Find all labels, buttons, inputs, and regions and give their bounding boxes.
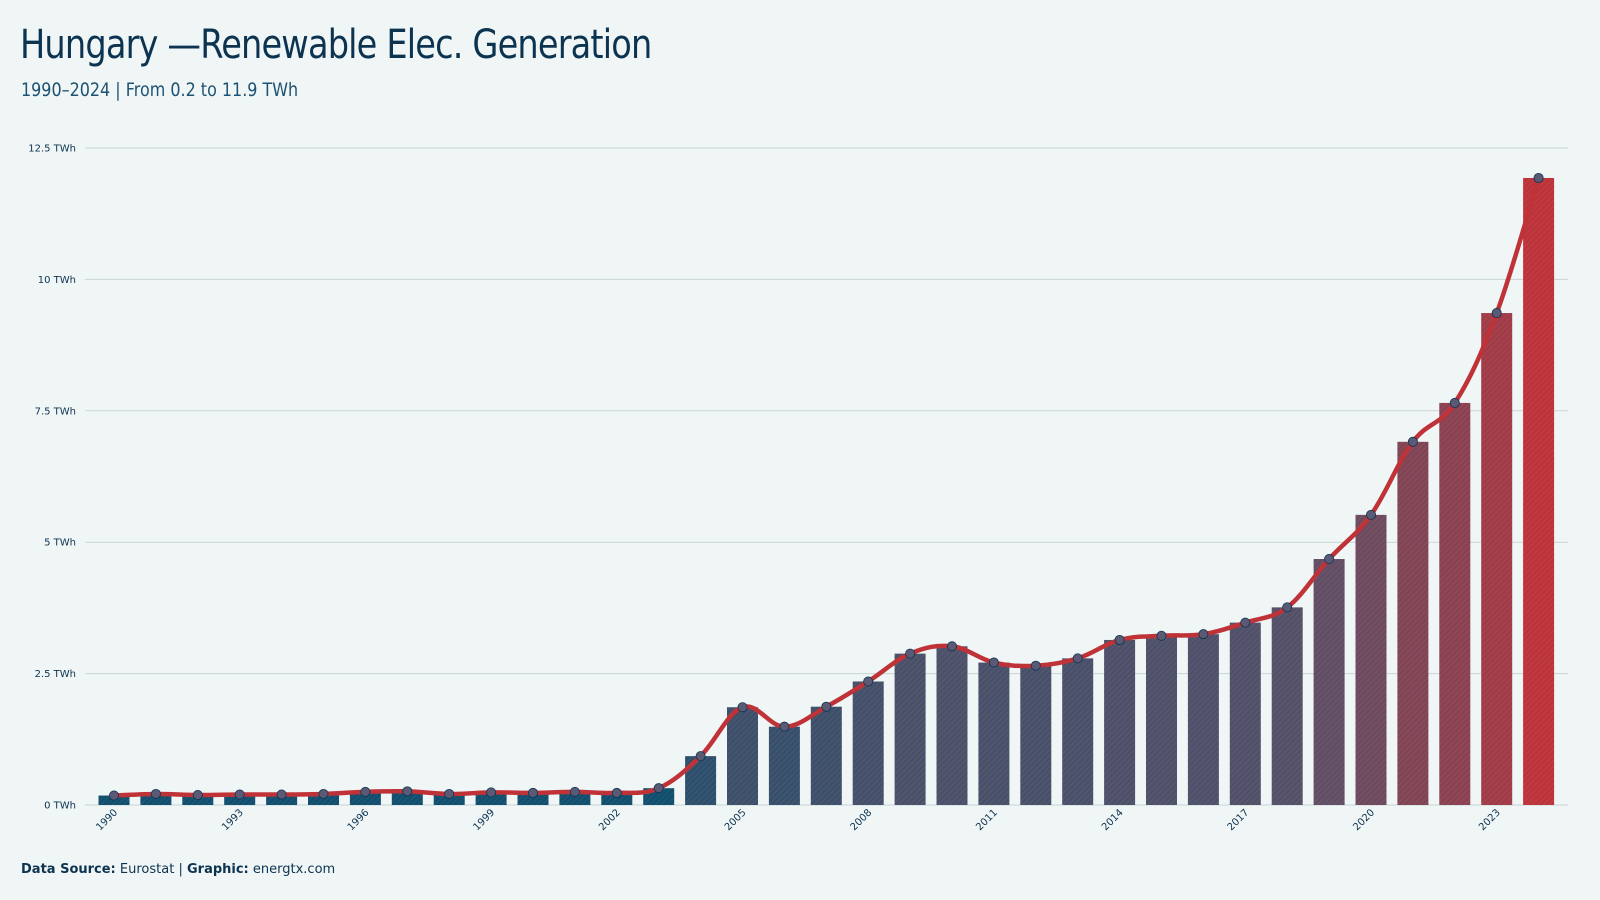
point-1998: [444, 788, 455, 799]
x-axis-labels: 1990 1993 1996 1999 2002 2005 2008 2011 2014 2017…: [94, 807, 1502, 833]
x-tick-label-1993: 1993: [220, 807, 246, 833]
bar-texture-1991: [140, 793, 172, 805]
x-tick-label-2023: 2023: [1477, 807, 1503, 833]
bar-texture-2001: [559, 791, 591, 805]
x-tick-label-1996: 1996: [346, 807, 372, 833]
y-tick-label-2: 5 TWh: [44, 538, 76, 549]
bar-texture-2017: [1229, 622, 1261, 805]
bar-texture-1999: [475, 792, 507, 805]
point-2016: [1198, 629, 1209, 640]
x-tick-label-2011: 2011: [974, 807, 1000, 833]
point-1994: [276, 789, 287, 800]
bar-texture-2002: [601, 792, 633, 805]
point-2015: [1156, 630, 1167, 641]
y-tick-label-4: 10 TWh: [38, 275, 76, 286]
point-2024: [1533, 172, 1544, 183]
point-2014: [1114, 634, 1125, 645]
point-2018: [1282, 602, 1293, 613]
bar-texture-1998: [433, 793, 465, 805]
bar-texture-2008: [852, 681, 884, 805]
bar-texture-2016: [1187, 634, 1219, 805]
bar-texture-2023: [1481, 313, 1513, 805]
point-2013: [1072, 653, 1083, 664]
bar-texture-1995: [308, 793, 339, 805]
x-tick-label-2005: 2005: [723, 807, 749, 833]
bar-texture-2020: [1355, 514, 1387, 805]
bar-layer: [98, 177, 1555, 805]
bar-texture-2022: [1439, 402, 1471, 805]
footer-separator: |: [178, 862, 183, 877]
point-2011: [988, 657, 999, 668]
y-axis-labels: 0 TWh 2.5 TWh 5 TWh 7.5 TWh 10 TWh 12.5 TWh: [28, 144, 76, 812]
x-tick-label-1990: 1990: [94, 807, 120, 833]
point-1993: [234, 789, 245, 800]
point-2001: [569, 786, 580, 797]
point-1990: [109, 790, 120, 801]
point-1991: [150, 788, 161, 799]
bar-texture-2014: [1104, 639, 1136, 805]
point-2004: [695, 751, 706, 762]
point-2005: [737, 702, 748, 713]
point-2008: [863, 676, 874, 687]
point-2017: [1240, 617, 1251, 628]
y-tick-label-3: 7.5 TWh: [35, 406, 76, 417]
y-tick-label-0: 0 TWh: [44, 801, 76, 812]
bar-texture-2006: [768, 726, 800, 805]
graphic-label: Graphic:: [186, 862, 249, 877]
bar-texture-2021: [1397, 441, 1429, 805]
bar-texture-1996: [349, 791, 381, 805]
footer: Data Source: Eurostat | Graphic: energtx…: [21, 862, 335, 877]
source-value: Eurostat: [119, 862, 175, 877]
marker-layer: [109, 172, 1544, 801]
x-tick-label-2002: 2002: [597, 807, 623, 833]
page-subtitle: 1990–2024 | From 0.2 to 11.9 TWh: [21, 79, 299, 101]
point-1997: [402, 786, 413, 797]
bar-texture-2005: [727, 707, 758, 805]
x-tick-label-2020: 2020: [1351, 807, 1377, 833]
point-2002: [611, 787, 622, 798]
graphic-value: energtx.com: [252, 862, 336, 877]
bar-texture-2010: [936, 646, 968, 805]
bar-texture-2013: [1062, 658, 1094, 805]
bar-texture-1997: [391, 791, 423, 805]
point-1996: [360, 786, 371, 797]
point-2010: [947, 641, 958, 652]
point-2003: [653, 783, 664, 794]
point-1999: [486, 787, 497, 798]
bar-texture-1994: [266, 794, 298, 805]
point-2000: [528, 787, 539, 798]
bar-texture-2009: [894, 653, 926, 805]
point-1995: [318, 788, 329, 799]
bar-texture-2012: [1020, 665, 1052, 805]
point-2019: [1324, 554, 1335, 565]
x-tick-label-2014: 2014: [1100, 807, 1126, 833]
bar-texture-2011: [978, 662, 1010, 805]
point-2020: [1366, 509, 1377, 520]
x-tick-label-2008: 2008: [849, 807, 875, 833]
bar-texture-2015: [1146, 635, 1177, 805]
y-tick-label-1: 2.5 TWh: [35, 669, 76, 680]
page-title: Hungary —Renewable Elec. Generation: [20, 22, 652, 68]
bar-texture-2007: [810, 706, 842, 805]
point-2006: [779, 721, 790, 732]
point-2007: [821, 701, 832, 712]
point-2022: [1449, 397, 1460, 408]
bar-texture-2000: [517, 792, 549, 805]
source-label: Data Source:: [21, 862, 116, 877]
bar-texture-1993: [224, 794, 256, 805]
bar-texture-2024: [1523, 177, 1555, 805]
point-2021: [1407, 436, 1418, 447]
point-2023: [1491, 308, 1502, 319]
bar-texture-2018: [1271, 607, 1303, 805]
point-2012: [1030, 660, 1041, 671]
bar-texture-2019: [1313, 559, 1345, 805]
x-tick-label-2017: 2017: [1226, 807, 1252, 833]
x-tick-label-1999: 1999: [471, 807, 497, 833]
point-2009: [905, 648, 916, 659]
point-1992: [192, 790, 203, 801]
y-tick-label-5: 12.5 TWh: [28, 144, 76, 155]
